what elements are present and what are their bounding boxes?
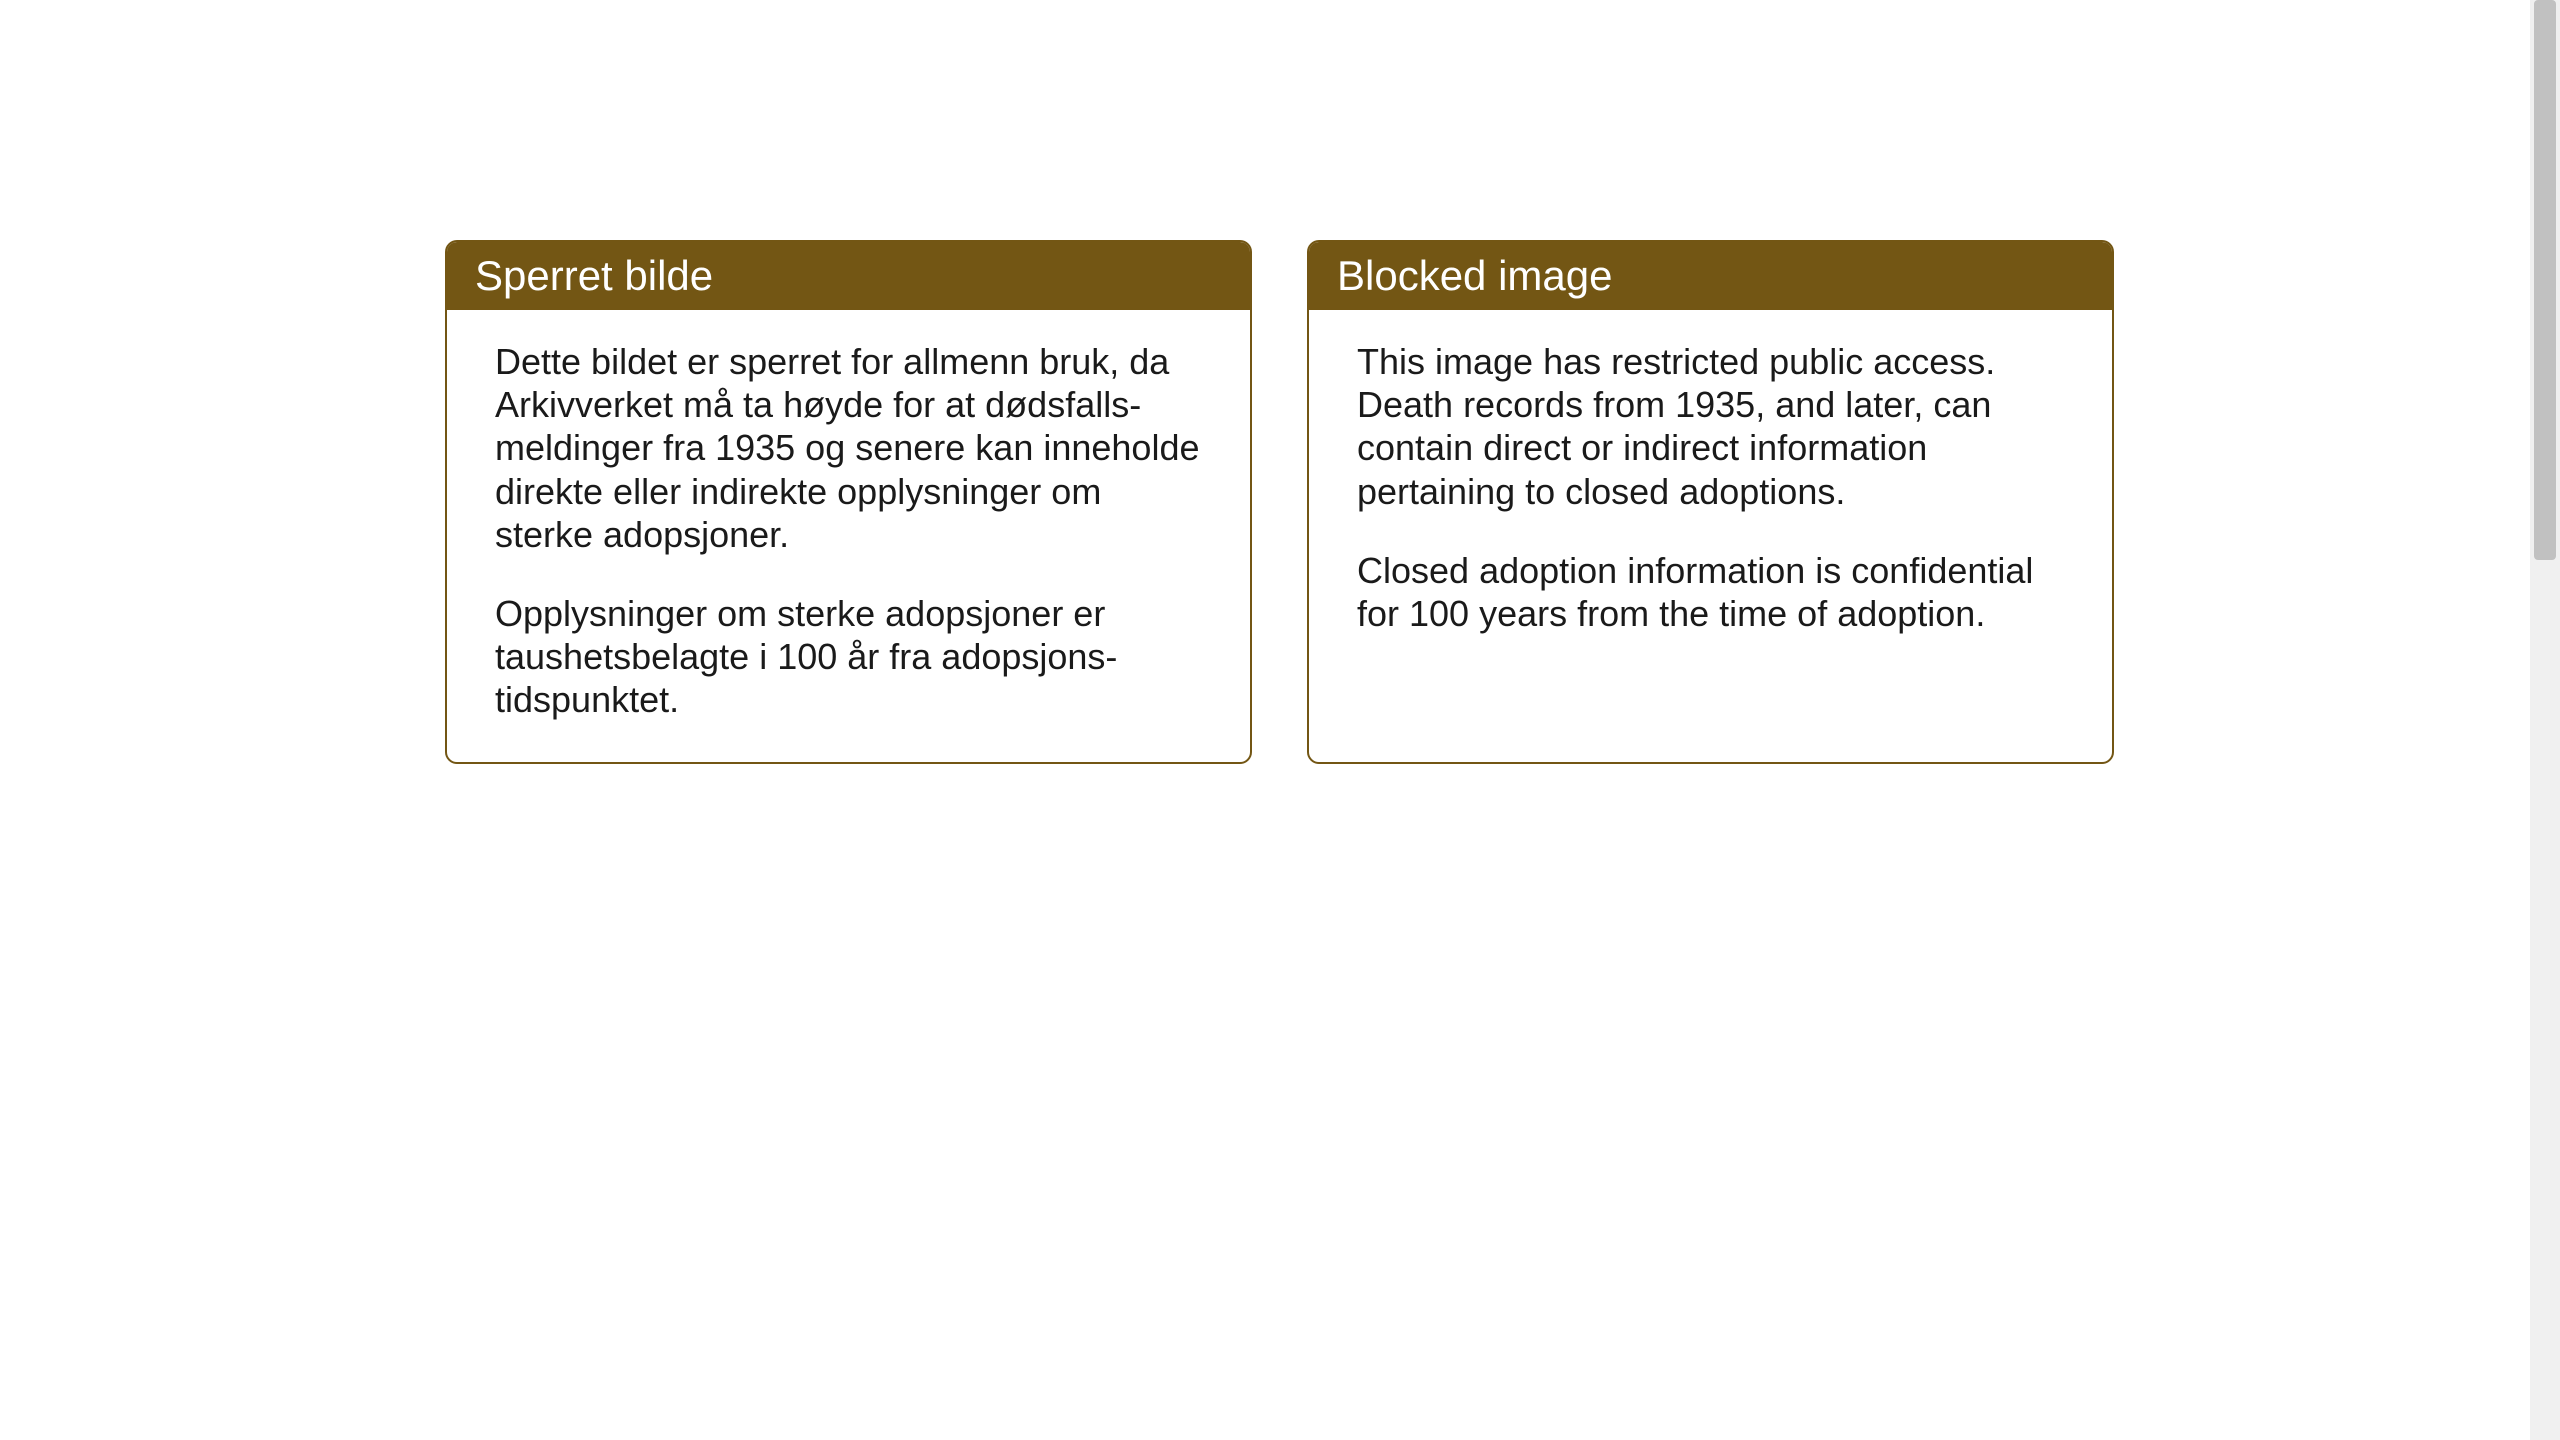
scrollbar-thumb[interactable] (2534, 0, 2556, 560)
scrollbar-track[interactable] (2530, 0, 2560, 1440)
card-body-norwegian: Dette bildet er sperret for allmenn bruk… (447, 310, 1250, 762)
cards-container: Sperret bilde Dette bildet er sperret fo… (445, 240, 2114, 764)
paragraph-english-2: Closed adoption information is confident… (1357, 549, 2064, 635)
card-header-norwegian: Sperret bilde (447, 242, 1250, 310)
card-header-english: Blocked image (1309, 242, 2112, 310)
paragraph-english-1: This image has restricted public access.… (1357, 340, 2064, 513)
card-body-english: This image has restricted public access.… (1309, 310, 2112, 675)
card-norwegian: Sperret bilde Dette bildet er sperret fo… (445, 240, 1252, 764)
paragraph-norwegian-2: Opplysninger om sterke adopsjoner er tau… (495, 592, 1202, 722)
card-english: Blocked image This image has restricted … (1307, 240, 2114, 764)
paragraph-norwegian-1: Dette bildet er sperret for allmenn bruk… (495, 340, 1202, 556)
